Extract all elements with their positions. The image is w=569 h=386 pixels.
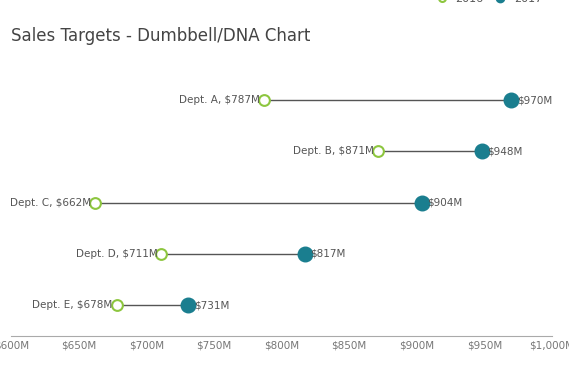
Point [418,200,427,206]
Point [259,97,269,103]
Text: $904M: $904M [428,198,463,208]
Point [507,97,516,103]
Text: Sales Targets - Dumbbell/DNA Chart: Sales Targets - Dumbbell/DNA Chart [11,27,311,45]
Text: Dept. D, $711M: Dept. D, $711M [76,249,158,259]
Point [112,302,121,308]
Text: Dept. C, $662M: Dept. C, $662M [10,198,91,208]
Text: Dept. B, $871M: Dept. B, $871M [292,146,374,156]
Point [157,251,166,257]
Text: $970M: $970M [517,95,552,105]
Text: $948M: $948M [487,146,522,156]
Point [90,200,100,206]
Legend: 2016, 2017: 2016, 2017 [427,0,546,9]
Point [477,148,486,154]
Point [373,148,382,154]
Point [184,302,193,308]
Text: $731M: $731M [194,300,229,310]
Text: Dept. A, $787M: Dept. A, $787M [179,95,260,105]
Text: Dept. E, $678M: Dept. E, $678M [32,300,113,310]
Point [300,251,309,257]
Text: $817M: $817M [310,249,345,259]
